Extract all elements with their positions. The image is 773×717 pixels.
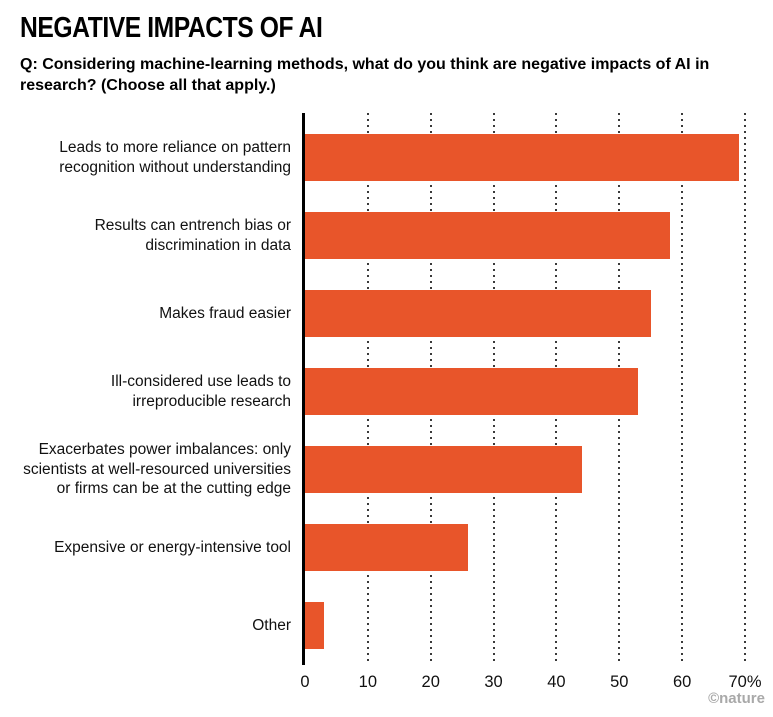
x-axis-ticks: 0 10 20 30 40 50 60 70% [300, 665, 761, 695]
bar [305, 290, 651, 338]
category-label: Leads to more reliance on pattern recogn… [59, 138, 291, 176]
plot-area: Leads to more reliance on pattern recogn… [20, 112, 746, 665]
x-tick-label: 0 [300, 672, 310, 691]
bar [305, 368, 639, 416]
bar [305, 602, 324, 650]
x-tick-label: 20 [421, 672, 440, 691]
chart-row: Exacerbates power imbalances: only scien… [20, 431, 745, 509]
bar-track [305, 524, 745, 572]
bar-track [305, 212, 745, 260]
bar [305, 524, 469, 572]
chart-row: Ill-considered use leads to irreproducib… [20, 353, 745, 431]
y-axis-line [302, 112, 305, 665]
x-tick-label: 70% [728, 672, 762, 691]
bar-track [305, 446, 745, 494]
bar-track [305, 368, 745, 416]
category-label: Other [252, 616, 291, 634]
bar [305, 134, 739, 182]
x-tick-label: 30 [484, 672, 503, 691]
x-tick-label: 10 [358, 672, 378, 691]
category-label: Exacerbates power imbalances: only scien… [23, 441, 291, 498]
category-label: Results can entrench bias or discriminat… [94, 216, 291, 254]
chart-row: Leads to more reliance on pattern recogn… [20, 119, 745, 197]
bar-track [305, 290, 745, 338]
x-tick-label: 60 [672, 672, 692, 691]
x-tick-label: 40 [547, 672, 566, 691]
bar-chart: Leads to more reliance on pattern recogn… [20, 112, 762, 695]
category-label: Makes fraud easier [159, 304, 291, 322]
bar-track [305, 602, 745, 650]
category-label: Expensive or energy-intensive tool [54, 538, 291, 556]
chart-row: Expensive or energy-intensive tool [20, 509, 745, 587]
chart-rows: Leads to more reliance on pattern recogn… [20, 119, 745, 665]
survey-question: Q: Considering machine-learning methods,… [20, 56, 710, 95]
chart-row: Makes fraud easier [20, 275, 745, 353]
gridline [681, 112, 684, 665]
bar [305, 446, 582, 494]
chart-title: NEGATIVE IMPACTS OF AI [20, 12, 323, 44]
bar-track [305, 134, 745, 182]
bar [305, 212, 670, 260]
chart-row: Other [20, 587, 745, 665]
nature-credit: ©nature [708, 690, 765, 707]
gridline [744, 112, 746, 665]
category-label: Ill-considered use leads to irreproducib… [110, 372, 291, 410]
x-tick-label: 50 [610, 672, 629, 691]
chart-row: Results can entrench bias or discriminat… [20, 197, 745, 275]
